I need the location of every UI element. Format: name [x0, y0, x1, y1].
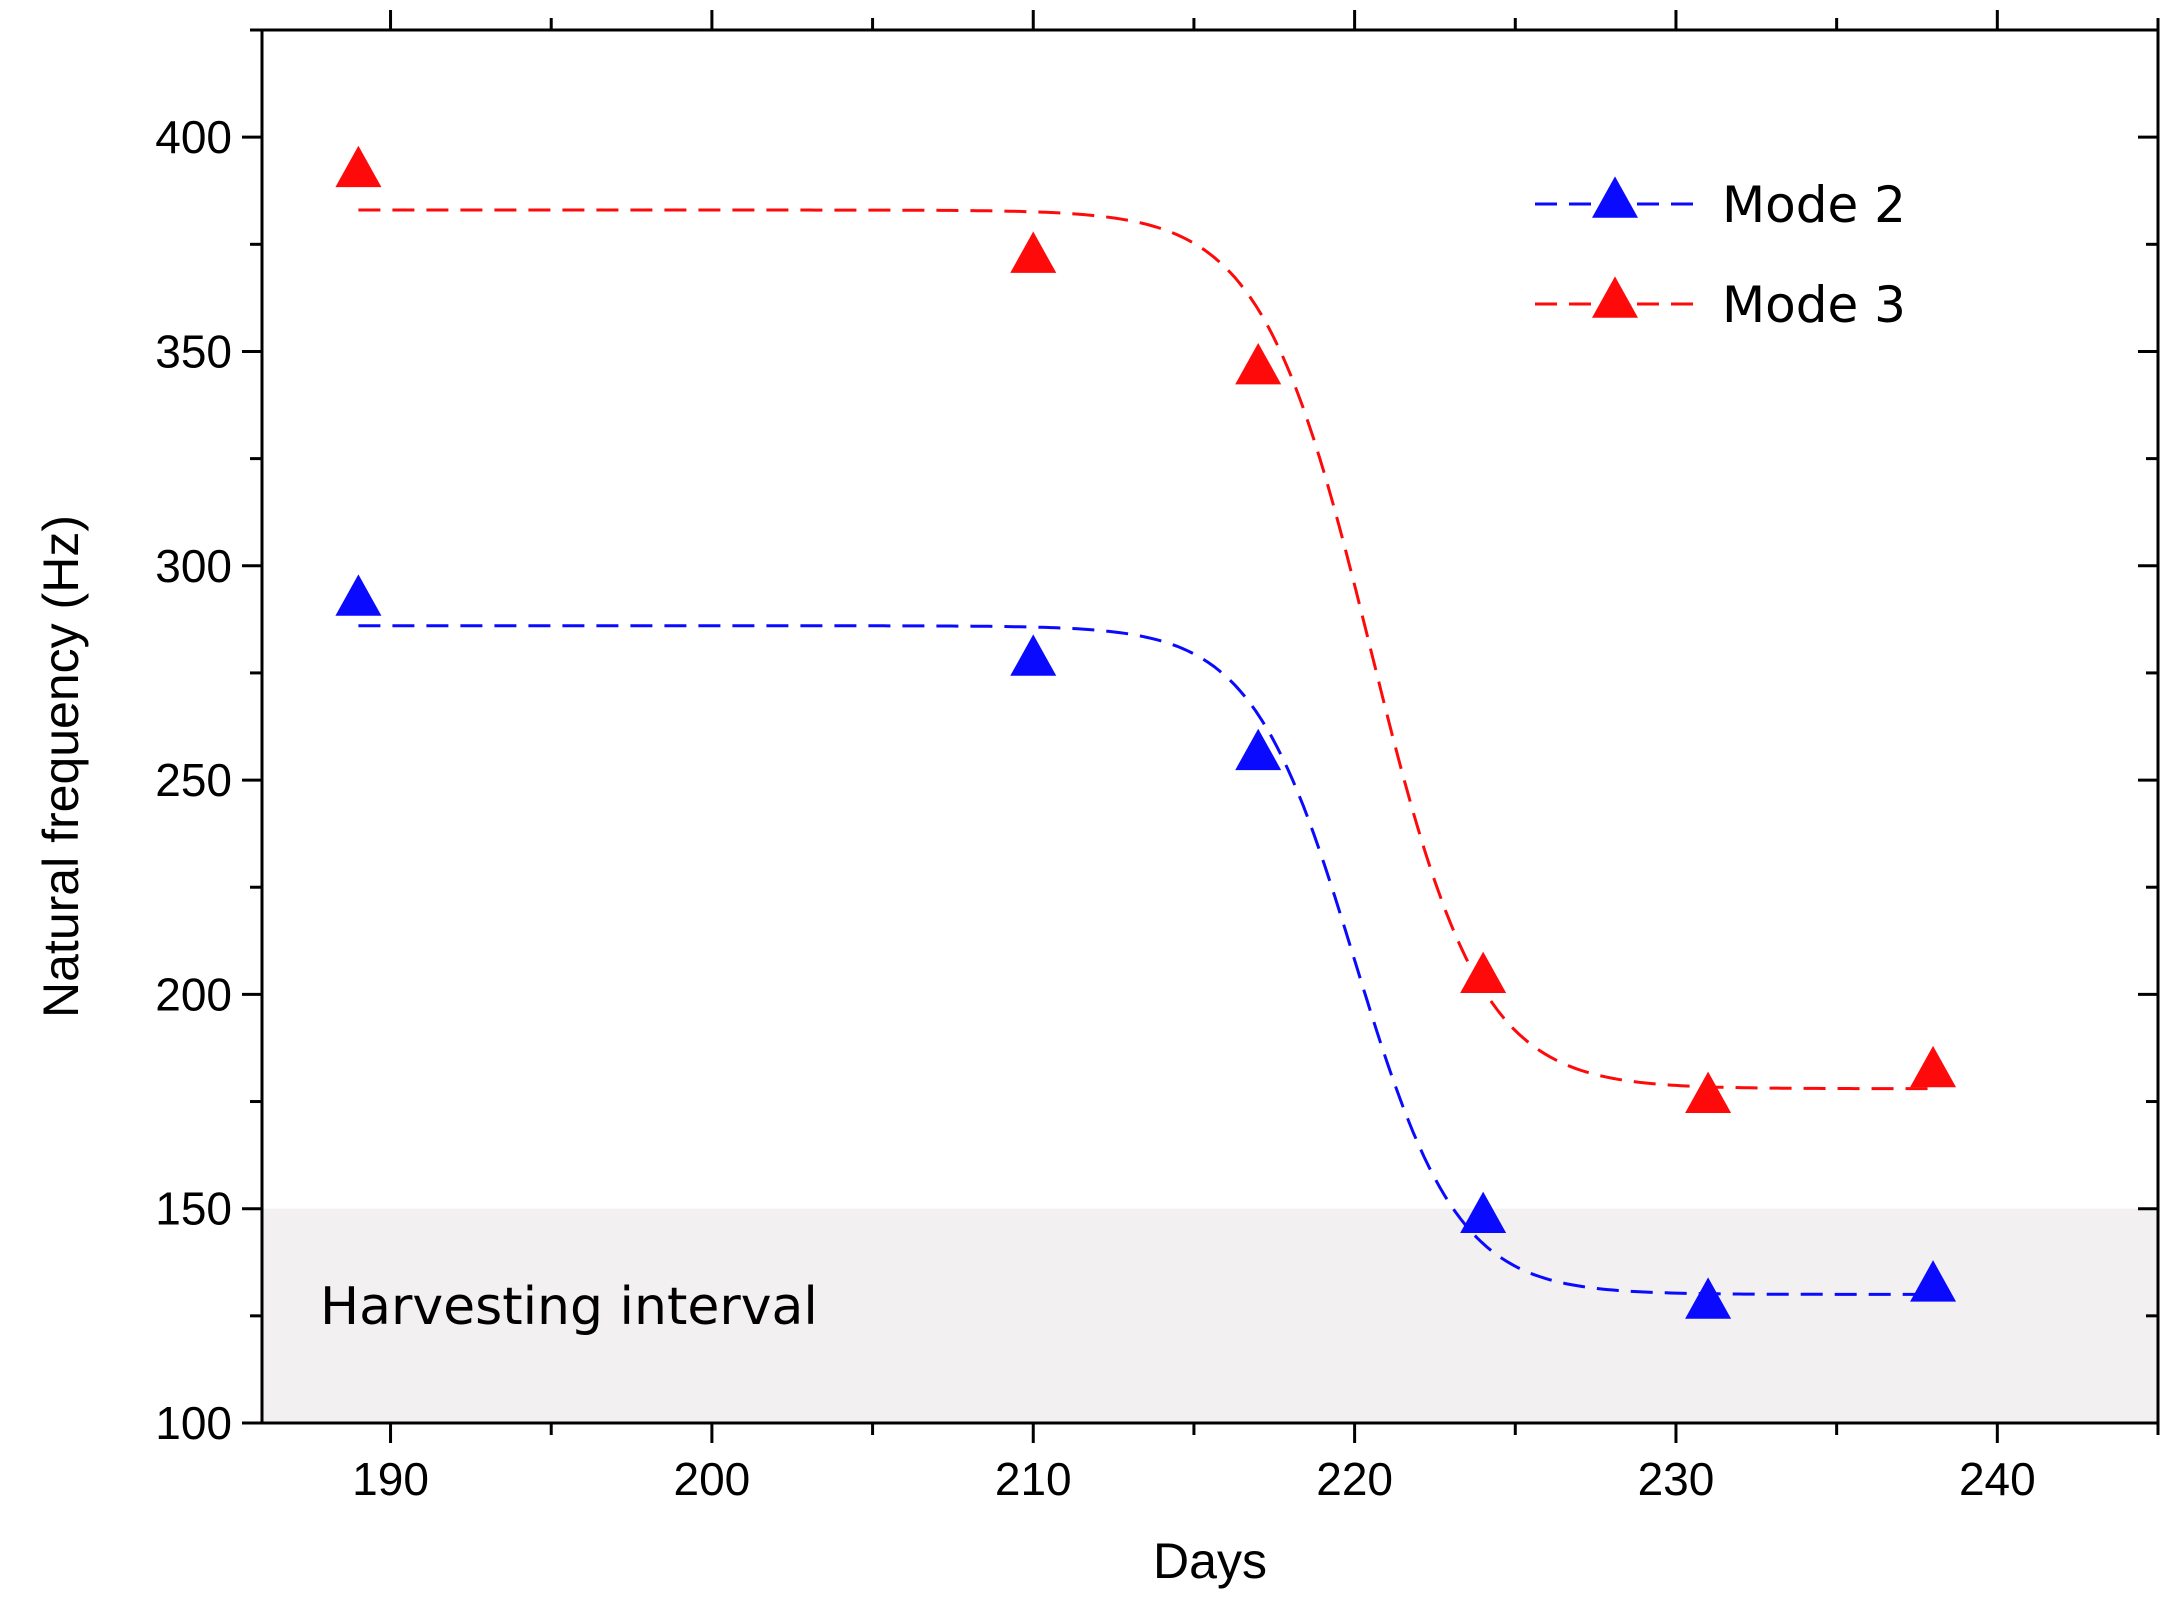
x-tick-label: 220 [1316, 1453, 1393, 1505]
marker-mode-3 [1685, 1071, 1732, 1113]
marker-mode-3 [1235, 342, 1282, 385]
axis-ticks [242, 10, 2160, 1443]
legend-marker [1592, 276, 1638, 318]
marker-mode-2 [1010, 634, 1057, 676]
marker-mode-3 [1460, 951, 1507, 993]
marker-mode-2 [335, 574, 382, 616]
axis-tick-labels: 190 200 210 220 230 240 100 150 200 250 300 350 400 [155, 111, 2035, 1505]
y-tick-label: 350 [155, 325, 232, 377]
y-tick-label: 400 [155, 111, 232, 163]
x-tick-label: 240 [1959, 1453, 2036, 1505]
marker-mode-2 [1460, 1191, 1507, 1233]
x-tick-label: 230 [1638, 1453, 1715, 1505]
marker-mode-3 [1010, 231, 1057, 273]
x-tick-label: 200 [674, 1453, 751, 1505]
legend-marker [1592, 176, 1638, 218]
data-markers [335, 145, 1957, 1319]
marker-mode-3 [1910, 1045, 1957, 1088]
x-tick-label: 210 [995, 1453, 1072, 1505]
marker-mode-2 [1685, 1277, 1732, 1319]
harvesting-interval-label: Harvesting interval [320, 1277, 818, 1337]
fit-curves [358, 208, 1934, 1296]
y-tick-label: 100 [155, 1397, 232, 1449]
y-tick-label: 250 [155, 754, 232, 806]
y-tick-label: 150 [155, 1183, 232, 1235]
y-tick-label: 200 [155, 968, 232, 1020]
marker-mode-3 [335, 145, 382, 188]
legend-label: Mode 3 [1722, 276, 1906, 334]
marker-mode-2 [1235, 728, 1282, 771]
harvesting-interval-band [262, 1208, 2158, 1423]
x-axis-title: Days [1153, 1533, 1267, 1589]
legend-label: Mode 2 [1722, 176, 1906, 234]
fit-curve-mode-3 [358, 208, 1934, 1091]
x-tick-label: 190 [352, 1453, 429, 1505]
marker-mode-2 [1910, 1260, 1957, 1302]
y-axis-title: Natural frequency (Hz) [33, 515, 89, 1018]
fit-curve-mode-2 [358, 624, 1934, 1296]
y-tick-label: 300 [155, 540, 232, 592]
plot-frame [260, 28, 2160, 1425]
legend: Mode 2 Mode 3 [1535, 176, 1906, 334]
